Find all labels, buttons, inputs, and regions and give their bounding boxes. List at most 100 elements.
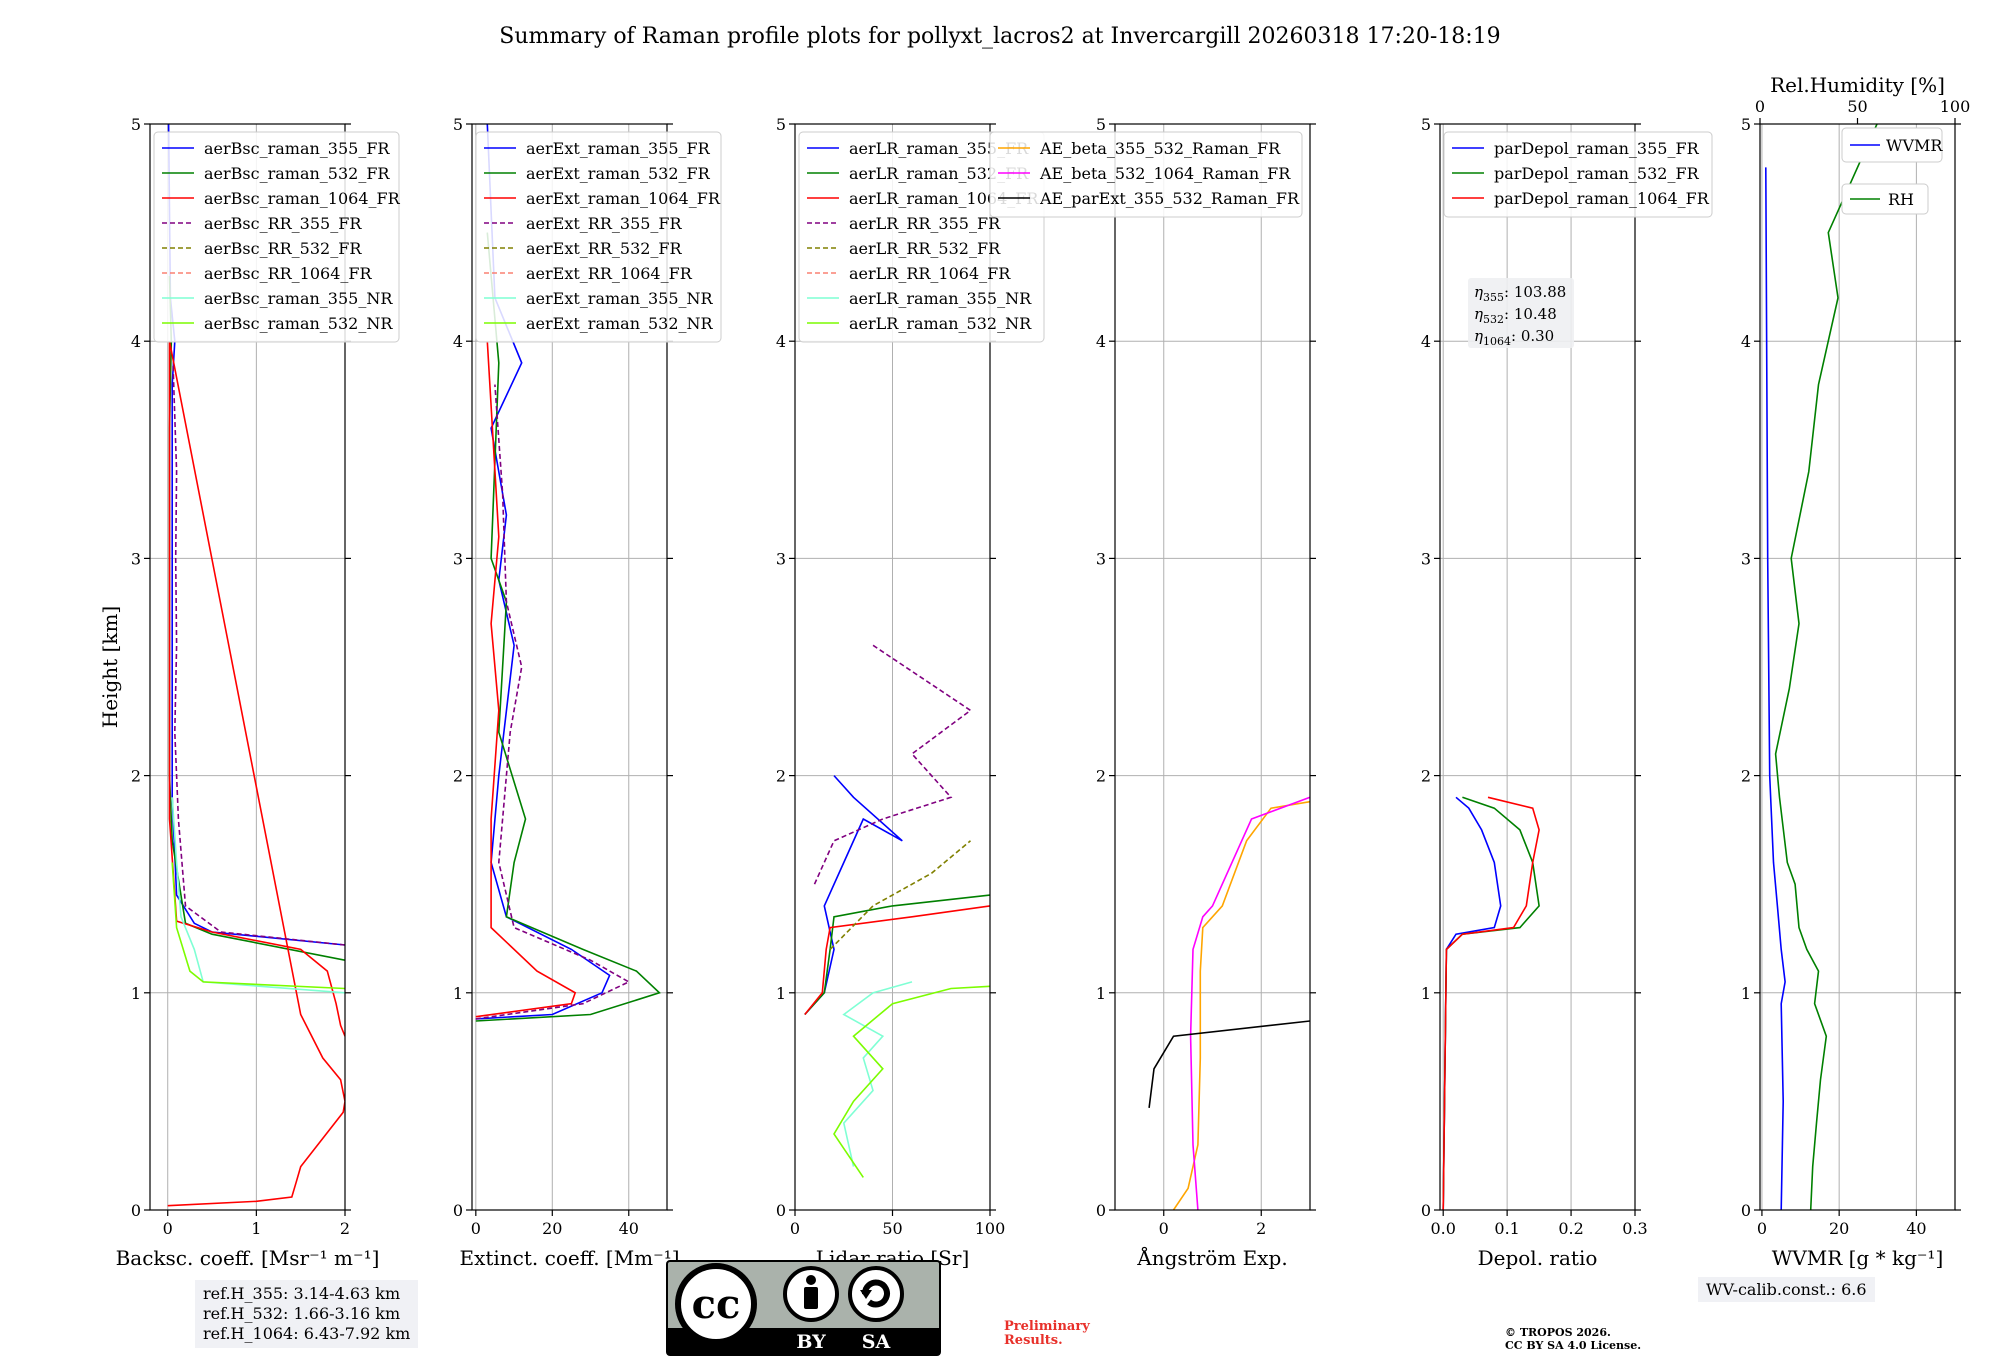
y-tick-label: 5 [1096,115,1106,134]
y-tick-label: 1 [1096,984,1106,1003]
y-tick-label: 1 [1741,984,1751,1003]
legend-box [475,131,722,343]
x-tick-label: 50 [882,1219,902,1238]
y-tick-label: 1 [131,984,141,1003]
series-WVMR [1765,167,1786,1210]
legend-entry: aerExt_RR_355_FR [526,214,683,233]
legend-entry: aerBsc_raman_532_FR [204,164,390,183]
legend-entry: aerExt_raman_355_NR [526,289,714,308]
x-tick-label: 0 [471,1219,481,1238]
x-axis-label: Backsc. coeff. [Msr⁻¹ m⁻¹] [116,1246,380,1270]
series-aerLR_raman_532_FR [804,894,990,1016]
panel-ext: 0 20 40 Extinct. coeff. [Mm⁻¹] 0 1 2 3 4 5 aerExt_… [453,115,722,1270]
y-tick-label: 0 [131,1201,141,1220]
y-tick-label: 4 [1421,332,1431,351]
ref-height-355: ref.H_355: 3.14-4.63 km [203,1284,401,1303]
y-tick-label: 1 [453,984,463,1003]
legend-entry: parDepol_raman_355_FR [1494,139,1700,158]
legend-entry: aerExt_raman_532_NR [526,314,714,333]
top-x-tick-label: 50 [1847,97,1867,116]
sa-label: SA [862,1331,891,1353]
x-tick-label: 0.2 [1558,1219,1583,1238]
series-aerLR_raman_355_NR [842,981,913,1167]
x-tick-label: 20 [542,1219,562,1238]
series-AE_beta_532_1064_Raman_FR [1189,796,1310,1210]
wvmr-legend: WVMR [1841,127,1943,163]
y-tick-label: 0 [1741,1201,1751,1220]
y-tick-label: 3 [131,549,141,568]
y-tick-label: 2 [1096,767,1106,786]
series-AE_beta_355_532_Raman_FR [1172,800,1310,1210]
x-tick-label: 2 [1256,1219,1266,1238]
series-aerBsc_raman_532_FR [168,275,345,961]
x-tick-label: 0.0 [1430,1219,1455,1238]
x-axis-label: Depol. ratio [1478,1246,1598,1270]
y-axis-label: Height [km] [98,606,122,728]
sa-share-icon [848,1266,904,1322]
y-tick-label: 1 [776,984,786,1003]
y-tick-label: 2 [453,767,463,786]
y-tick-label: 5 [1741,115,1751,134]
legend: aerBsc_raman_355_FR aerBsc_raman_532_FRae… [153,131,401,343]
axes-frame [1759,123,1956,1211]
eta-entry: η355: 103.88 [1474,283,1566,304]
x-axis-label: Ångström Exp. [1136,1245,1287,1270]
ref-height-532: ref.H_532: 1.66-3.16 km [203,1304,401,1323]
x-tick-label: 0 [1757,1219,1767,1238]
legend-entry: aerBsc_raman_1064_FR [204,189,401,208]
copyright-line-2: CC BY SA 4.0 License. [1505,1339,1642,1352]
preliminary-line-1: Preliminary [1004,1319,1090,1334]
y-tick-label: 3 [453,549,463,568]
y-tick-label: 4 [453,332,463,351]
y-tick-label: 5 [453,115,463,134]
series-aerBsc_RR_355_FR [172,362,345,946]
x-tick-label: 100 [975,1219,1006,1238]
top-axis-label: Rel.Humidity [%] [1770,73,1945,97]
y-tick-label: 3 [776,549,786,568]
eta-entry: η532: 10.48 [1474,305,1557,326]
wvmr-legend-box [1841,127,1943,163]
ref-height-1064: ref.H_1064: 6.43-7.92 km [203,1324,411,1343]
legend-entry: aerBsc_raman_532_NR [204,314,393,333]
rh-legend: RH [1841,183,1929,215]
reference-heights-box: ref.H_355: 3.14-4.63 km ref.H_532: 1.66-… [195,1280,419,1348]
legend-entry: aerBsc_RR_355_FR [204,214,362,233]
y-tick-label: 2 [1421,767,1431,786]
y-tick-label: 0 [453,1201,463,1220]
legend-entry: AE_parExt_355_532_Raman_FR [1039,189,1300,208]
y-tick-label: 5 [776,115,786,134]
legend-entry: aerBsc_RR_532_FR [204,239,362,258]
series-parDepol_raman_1064_FR [1442,796,1540,1210]
y-tick-label: 0 [776,1201,786,1220]
legend-entry: aerLR_RR_355_FR [849,214,1001,233]
x-axis-label: Extinct. coeff. [Mm⁻¹] [459,1246,679,1270]
eta-background [1468,278,1574,348]
axes-frame [1114,123,1311,1211]
rh-legend-box [1841,183,1929,215]
y-tick-label: 4 [776,332,786,351]
cc-circle-icon [675,1263,757,1345]
legend-box [1443,131,1713,218]
series-aerExt_raman_532_FR [475,232,661,1022]
legend-entry: aerLR_RR_1064_FR [849,264,1011,283]
series-aerExt_raman_1064_FR [475,341,577,1018]
series-aerExt_RR_355_FR [475,384,631,1020]
legend-entry: aerExt_RR_1064_FR [526,264,693,283]
cc-by-sa-logo: cc BY SA [666,1260,941,1356]
series-aerLR_raman_355_FR [804,775,903,1016]
legend: aerLR_raman_355_FR aerLR_raman_532_FR aerL… [798,131,1045,343]
top-x-tick-label: 100 [1940,97,1971,116]
legend-entry: aerLR_raman_532_NR [849,314,1032,333]
figure-title: Summary of Raman profile plots for polly… [499,24,1500,49]
y-tick-label: 5 [131,115,141,134]
x-tick-label: 0 [790,1219,800,1238]
y-tick-label: 2 [1741,767,1751,786]
legend-entry: aerLR_raman_355_FR [849,139,1029,158]
x-tick-label: 2 [340,1219,350,1238]
x-tick-label: 40 [619,1219,639,1238]
preliminary-note: Preliminary Results. [1004,1320,1090,1348]
y-tick-label: 4 [131,332,141,351]
